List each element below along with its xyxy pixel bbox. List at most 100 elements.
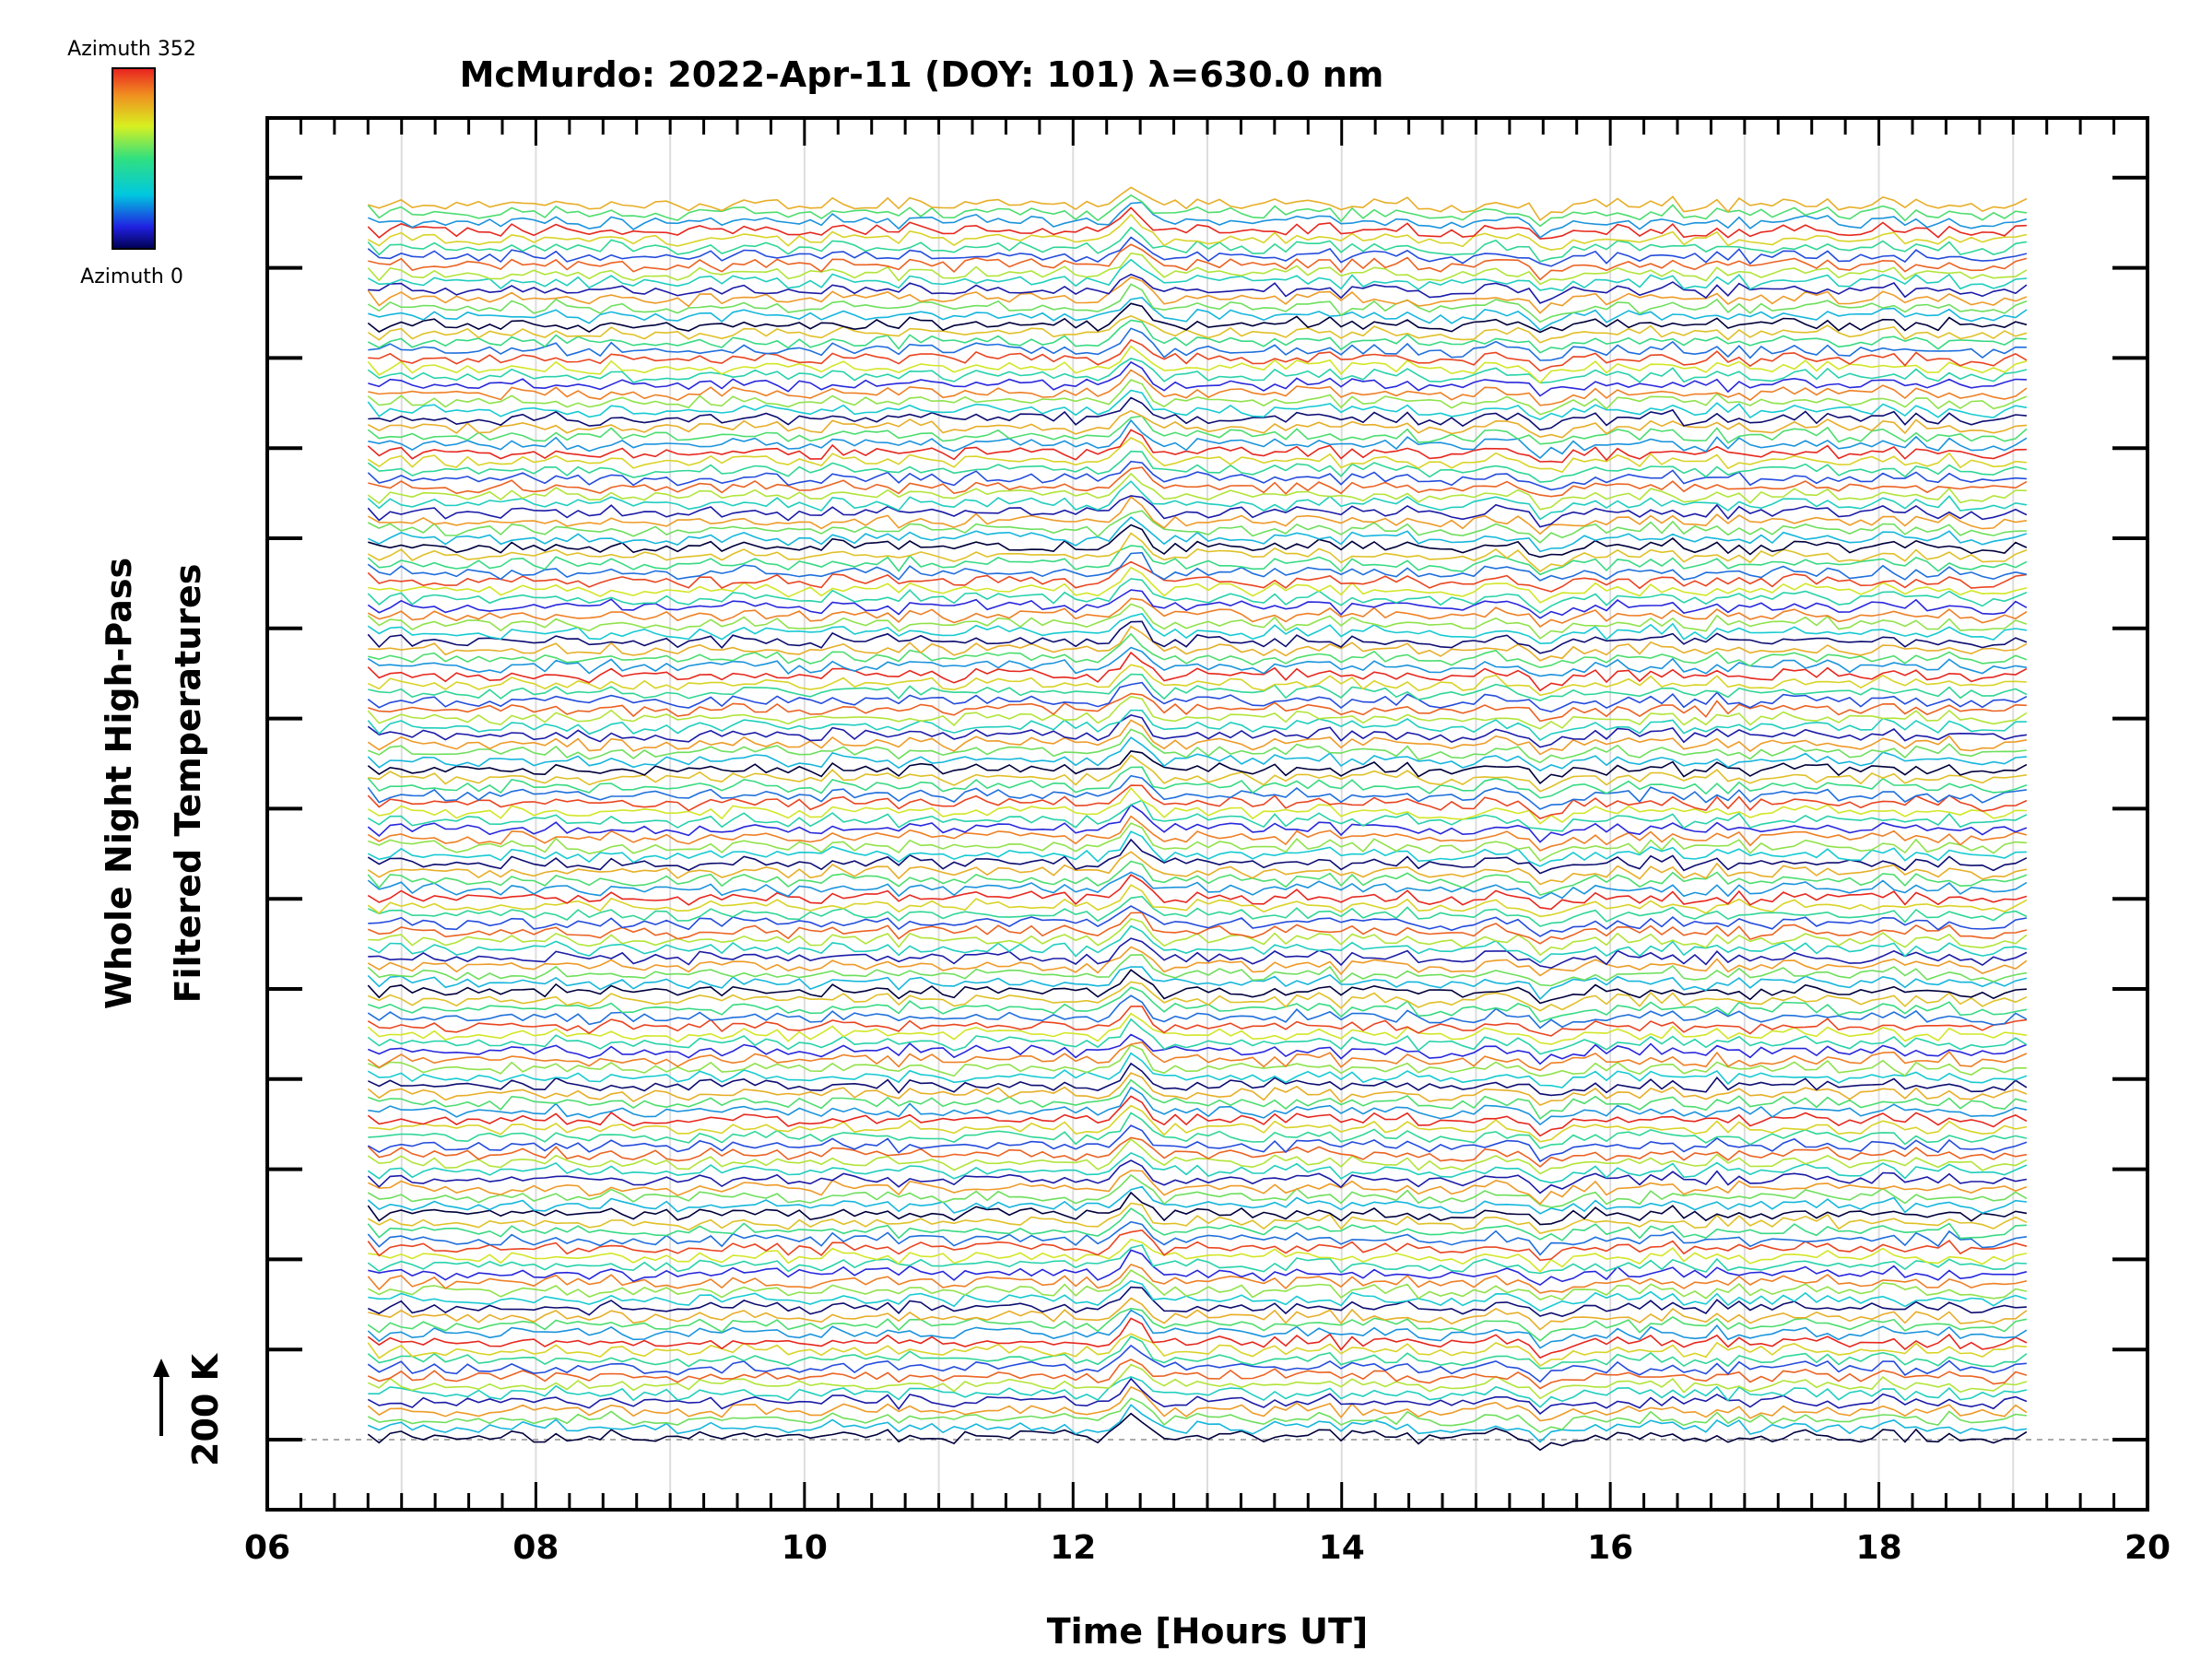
- trace-line: [367, 1202, 2028, 1235]
- trace-line: [367, 1170, 2028, 1206]
- trace-line: [367, 750, 2028, 785]
- scale-label: 200 K: [185, 1352, 226, 1466]
- trace-line: [367, 314, 2028, 344]
- trace-line: [368, 1279, 2028, 1312]
- trace-line: [367, 830, 2027, 867]
- trace-line: [368, 625, 2028, 662]
- trace-line: [367, 994, 2028, 1030]
- trace-line: [367, 784, 2028, 819]
- trace-line: [367, 664, 2027, 697]
- trace-line: [367, 1307, 2028, 1342]
- trace-line: [367, 774, 2028, 810]
- trace-line: [367, 1229, 2028, 1262]
- trace-line: [368, 186, 2028, 222]
- trace-line: [367, 551, 2028, 582]
- x-tick-label: 20: [2124, 1529, 2171, 1567]
- trace-line: [368, 396, 2027, 431]
- trace-line: [367, 1404, 2028, 1443]
- trace-line: [367, 1243, 2027, 1275]
- trace-line: [367, 560, 2028, 593]
- trace-line: [367, 1363, 2028, 1400]
- trace-line: [367, 194, 2028, 228]
- trace-line: [367, 1359, 2028, 1390]
- trace-line: [367, 1052, 2028, 1088]
- trace-line: [367, 206, 2027, 240]
- trace-line: [367, 236, 2028, 267]
- trace-line: [367, 578, 2028, 614]
- trace-line: [368, 1043, 2027, 1077]
- trace-line: [367, 437, 2027, 474]
- trace-line: [367, 1220, 2028, 1256]
- trace-line: [367, 954, 2028, 987]
- trace-line: [367, 895, 2028, 927]
- trace-line: [368, 673, 2028, 701]
- trace-line: [367, 681, 2028, 713]
- trace-line: [368, 327, 2027, 361]
- trace-line: [367, 1263, 2028, 1294]
- trace-line: [367, 695, 2028, 730]
- trace-line: [367, 213, 2028, 252]
- trace-line: [367, 1385, 2028, 1422]
- trace-line: [368, 1297, 2028, 1331]
- trace-line: [367, 460, 2027, 491]
- trace-line: [367, 532, 2028, 573]
- trace-line: [367, 1173, 2028, 1208]
- trace-line: [367, 589, 2028, 619]
- trace-line: [367, 1185, 2027, 1215]
- trace-line: [367, 1062, 2028, 1097]
- trace-line: [368, 566, 2028, 604]
- trace-line: [368, 296, 2028, 332]
- colorbar-bottom-label: Azimuth 0: [80, 265, 183, 288]
- colorbar-gradient: [112, 67, 156, 250]
- trace-line: [368, 360, 2027, 397]
- trace-line: [367, 1012, 2028, 1045]
- trace-line: [367, 1269, 2028, 1301]
- trace-line: [367, 472, 2027, 511]
- trace-line: [367, 480, 2028, 521]
- trace-line: [367, 884, 2028, 918]
- trace-line: [367, 597, 2028, 628]
- trace-line: [367, 719, 2028, 756]
- y-axis-label-line-2: Filtered Temperatures: [168, 564, 208, 1004]
- y-axis-ticks: [267, 175, 2147, 1441]
- trace-line: [367, 1006, 2027, 1037]
- trace-line: [367, 620, 2028, 654]
- trace-line: [367, 495, 2028, 528]
- temperature-traces: [367, 186, 2028, 1452]
- trace-line: [367, 1412, 2028, 1452]
- trace-line: [367, 1095, 2028, 1137]
- trace-line: [367, 1191, 2028, 1226]
- trace-line: [368, 986, 2028, 1023]
- trace-line: [368, 243, 2028, 281]
- trace-line: [367, 319, 2027, 354]
- trace-line: [367, 1072, 2028, 1107]
- trace-line: [368, 692, 2027, 723]
- trace-line: [367, 709, 2027, 742]
- trace-line: [367, 429, 2027, 464]
- trace-line: [368, 1112, 2028, 1149]
- x-tick-label: 08: [512, 1529, 559, 1567]
- trace-line: [367, 871, 2028, 900]
- trace-line: [367, 409, 2027, 439]
- chart-title: McMurdo: 2022-Apr-11 (DOY: 101) λ=630.0 …: [460, 54, 1384, 95]
- x-tick-label: 14: [1319, 1529, 1365, 1567]
- trace-line: [367, 874, 2028, 911]
- trace-line: [367, 1136, 2028, 1168]
- x-tick-label: 10: [782, 1529, 828, 1567]
- trace-line: [368, 466, 2028, 498]
- trace-line: [367, 1018, 2028, 1055]
- trace-line: [367, 545, 2028, 576]
- y-axis-label-line-1: Whole Night High-Pass: [99, 558, 139, 1009]
- trace-line: [368, 524, 2028, 559]
- scale-indicator: 200 K: [153, 1352, 226, 1466]
- trace-line: [367, 379, 2028, 416]
- trace-line: [368, 369, 2028, 406]
- trace-line: [367, 603, 2028, 640]
- x-tick-label: 18: [1856, 1529, 1902, 1567]
- trace-line: [367, 1207, 2027, 1241]
- trace-line: [367, 799, 2028, 832]
- trace-line: [367, 1344, 2027, 1383]
- trace-line: [367, 912, 2028, 945]
- x-axis-label: Time [Hours UT]: [1047, 1611, 1369, 1652]
- trace-line: [367, 1286, 2027, 1317]
